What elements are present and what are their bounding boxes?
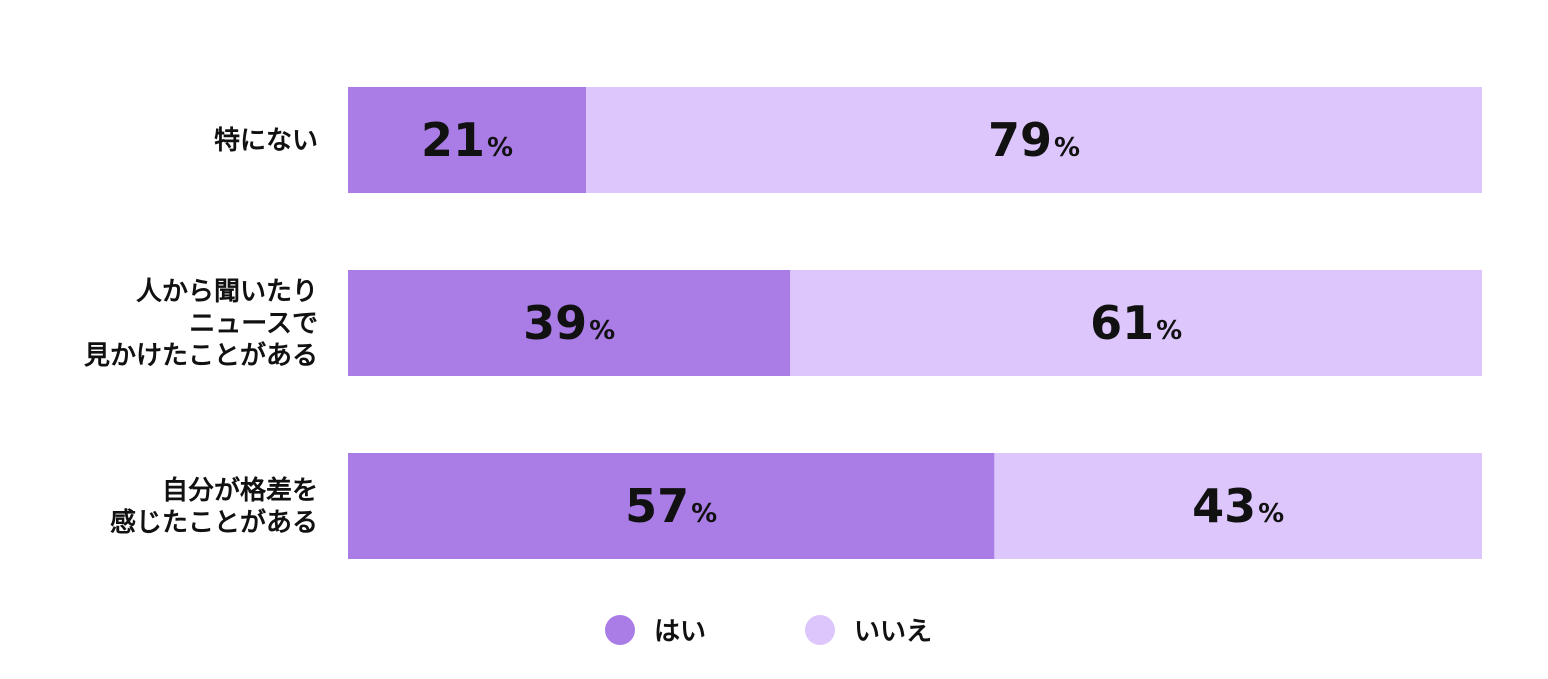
legend-label: いいえ: [854, 617, 932, 647]
data-label-unit: %: [691, 499, 717, 529]
legend-label: はい: [654, 617, 706, 647]
data-label: 21%: [421, 113, 513, 167]
category-label-line: ニュースで: [189, 309, 318, 339]
data-label-value: 21: [421, 113, 485, 167]
legend-swatch: [605, 615, 635, 645]
bar-segment-yes: [348, 87, 587, 193]
category-label-line: 感じたことがある: [110, 507, 318, 538]
bar-segment-no: [994, 453, 1482, 559]
data-label: 57%: [625, 479, 717, 533]
data-label: 43%: [1192, 479, 1284, 533]
data-label-value: 79: [988, 113, 1052, 167]
bar-segment-yes: [348, 453, 995, 559]
bar-segment-no: [790, 270, 1482, 376]
bar-segment-no: [586, 87, 1482, 193]
data-label-unit: %: [1156, 316, 1182, 346]
category-label-line: 自分が格差を: [162, 475, 318, 506]
legend-swatch: [805, 615, 835, 645]
category-label: 人から聞いたりニュースで見かけたことがある: [84, 277, 318, 371]
data-label-value: 61: [1090, 296, 1154, 350]
category-label-line: 見かけたことがある: [84, 340, 318, 371]
data-label-unit: %: [589, 316, 615, 346]
data-label: 39%: [523, 296, 615, 350]
data-label-unit: %: [1258, 499, 1284, 529]
data-label-value: 39: [523, 296, 587, 350]
category-label-line: 人から聞いたり: [136, 277, 318, 307]
category-label: 自分が格差を感じたことがある: [110, 475, 318, 538]
data-label: 79%: [988, 113, 1080, 167]
bar-segment-yes: [348, 270, 791, 376]
data-label-unit: %: [1054, 133, 1080, 163]
data-label-unit: %: [487, 133, 513, 163]
data-label-value: 43: [1192, 479, 1256, 533]
data-label-value: 57: [625, 479, 689, 533]
category-label: 特にない: [214, 125, 318, 156]
data-label: 61%: [1090, 296, 1182, 350]
category-label-line: 特にない: [214, 125, 318, 156]
